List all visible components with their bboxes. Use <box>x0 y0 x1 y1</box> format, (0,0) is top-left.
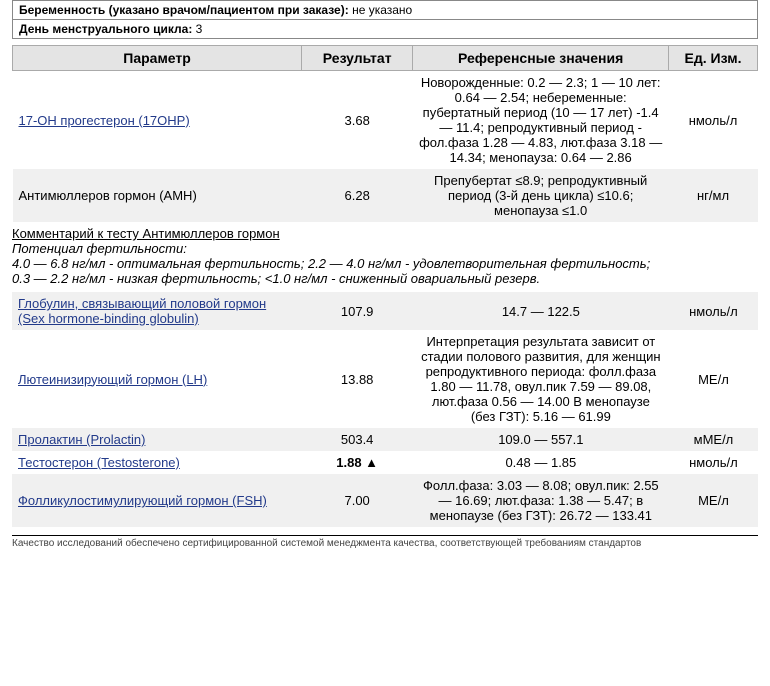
footer-note: Качество исследований обеспечено сертифи… <box>12 535 758 549</box>
cell-result: 6.28 <box>302 169 413 222</box>
cell-unit: МЕ/л <box>669 474 758 527</box>
param-link[interactable]: Лютеинизирующий гормон (LH) <box>18 372 207 387</box>
param-link[interactable]: Пролактин (Prolactin) <box>18 432 145 447</box>
comment-title: Комментарий к тесту Антимюллеров гормон <box>12 226 758 241</box>
cell-ref: Интерпретация результата зависит от стад… <box>413 330 669 428</box>
table-row: Тестостерон (Testosterone) 1.88 ▲ 0.48 — 1… <box>12 451 758 474</box>
cell-param: Пролактин (Prolactin) <box>12 428 301 451</box>
param-link[interactable]: Глобулин, связывающий половой гормон (Se… <box>18 296 266 326</box>
header-ref: Референсные значения <box>413 46 669 71</box>
cell-ref: 109.0 — 557.1 <box>413 428 669 451</box>
cell-result: 1.88 ▲ <box>301 451 412 474</box>
cell-result: 13.88 <box>301 330 412 428</box>
cell-param: Лютеинизирующий гормон (LH) <box>12 330 301 428</box>
cell-result: 503.4 <box>301 428 412 451</box>
cell-unit: нмоль/л <box>669 451 758 474</box>
cell-param: 17-ОН прогестерон (17ОНР) <box>13 71 302 170</box>
results-table-2: Глобулин, связывающий половой гормон (Se… <box>12 292 758 527</box>
header-param: Параметр <box>13 46 302 71</box>
meta-pregnancy-label: Беременность (указано врачом/пациентом п… <box>19 3 349 17</box>
cell-unit: МЕ/л <box>669 330 758 428</box>
meta-pregnancy-value: не указано <box>352 3 412 17</box>
param-link[interactable]: Фолликулостимулирующий гормон (FSH) <box>18 493 267 508</box>
table-row: Глобулин, связывающий половой гормон (Se… <box>12 292 758 330</box>
cell-unit: нг/мл <box>669 169 758 222</box>
cell-unit: нмоль/л <box>669 292 758 330</box>
cell-result: 7.00 <box>301 474 412 527</box>
cell-ref: 0.48 — 1.85 <box>413 451 669 474</box>
result-flag: 1.88 ▲ <box>336 455 378 470</box>
cell-unit: мМЕ/л <box>669 428 758 451</box>
header-row: Параметр Результат Референсные значения … <box>13 46 758 71</box>
cell-ref: Фолл.фаза: 3.03 — 8.08; овул.пик: 2.55 —… <box>413 474 669 527</box>
header-unit: Ед. Изм. <box>669 46 758 71</box>
param-link[interactable]: Тестостерон (Testosterone) <box>18 455 180 470</box>
cell-param: Фолликулостимулирующий гормон (FSH) <box>12 474 301 527</box>
cell-param: Тестостерон (Testosterone) <box>12 451 301 474</box>
table-row: Фолликулостимулирующий гормон (FSH) 7.00Ф… <box>12 474 758 527</box>
param-link[interactable]: 17-ОН прогестерон (17ОНР) <box>19 113 190 128</box>
table-row: Лютеинизирующий гормон (LH) 13.88Интерпре… <box>12 330 758 428</box>
table-row: Пролактин (Prolactin) 503.4109.0 — 557.1м… <box>12 428 758 451</box>
cell-param: Глобулин, связывающий половой гормон (Se… <box>12 292 301 330</box>
cell-result: 107.9 <box>301 292 412 330</box>
results-table: Параметр Результат Референсные значения … <box>12 45 758 222</box>
meta-cycle-label: День менструального цикла: <box>19 22 192 36</box>
meta-cycle-value: 3 <box>196 22 203 36</box>
table-row: 17-ОН прогестерон (17ОНР) 3.68Новорожденн… <box>13 71 758 170</box>
cell-ref: Новорожденные: 0.2 — 2.3; 1 — 10 лет: 0.… <box>413 71 669 170</box>
cell-param: Антимюллеров гормон (АМН) <box>13 169 302 222</box>
cell-unit: нмоль/л <box>669 71 758 170</box>
header-result: Результат <box>302 46 413 71</box>
cell-ref: Препубертат ≤8.9; репродуктивный период … <box>413 169 669 222</box>
meta-cycle: День менструального цикла: 3 <box>12 20 758 39</box>
comment-block: Комментарий к тесту Антимюллеров гормон … <box>12 226 758 286</box>
table-row: Антимюллеров гормон (АМН)6.28Препубертат… <box>13 169 758 222</box>
meta-pregnancy: Беременность (указано врачом/пациентом п… <box>12 0 758 20</box>
cell-result: 3.68 <box>302 71 413 170</box>
comment-body: Потенциал фертильности:4.0 — 6.8 нг/мл -… <box>12 241 758 286</box>
cell-ref: 14.7 — 122.5 <box>413 292 669 330</box>
